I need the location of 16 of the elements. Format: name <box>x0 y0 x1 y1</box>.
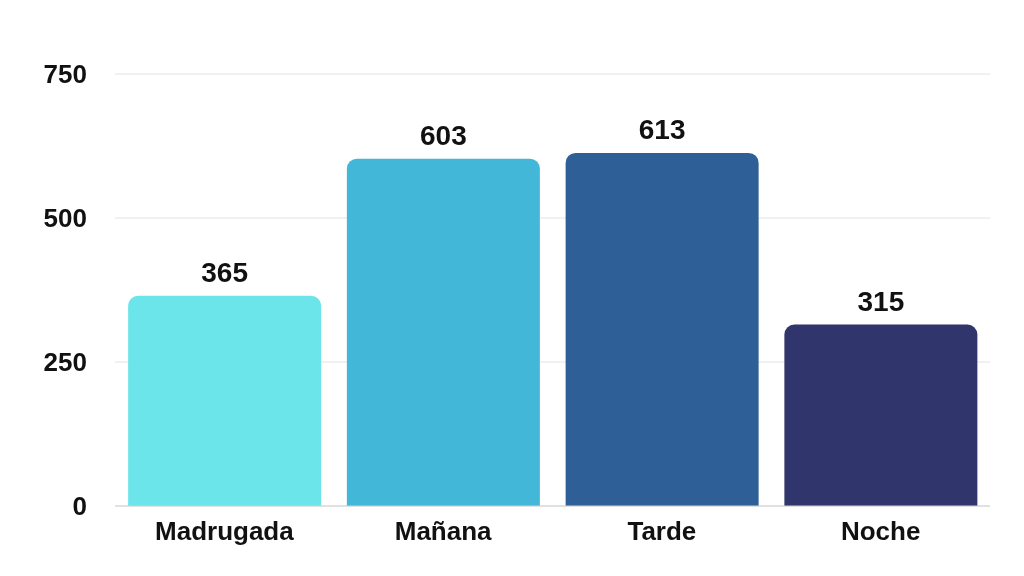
bar <box>784 324 978 506</box>
bar <box>565 152 759 506</box>
data-label: 613 <box>638 113 686 145</box>
x-tick-label: Tarde <box>627 516 697 547</box>
bar <box>346 158 540 506</box>
y-tick-label: 500 <box>43 203 87 234</box>
bar <box>128 295 322 506</box>
x-tick-label: Mañana <box>394 516 493 547</box>
data-label: 603 <box>420 119 467 151</box>
y-tick-label: 0 <box>72 491 87 522</box>
y-tick-label: 250 <box>43 347 87 378</box>
y-tick-label: 750 <box>43 59 87 90</box>
x-tick-label: Madrugada <box>155 516 295 547</box>
data-label: 315 <box>857 285 905 317</box>
data-label: 365 <box>201 256 248 288</box>
x-tick-label: Noche <box>840 516 921 547</box>
